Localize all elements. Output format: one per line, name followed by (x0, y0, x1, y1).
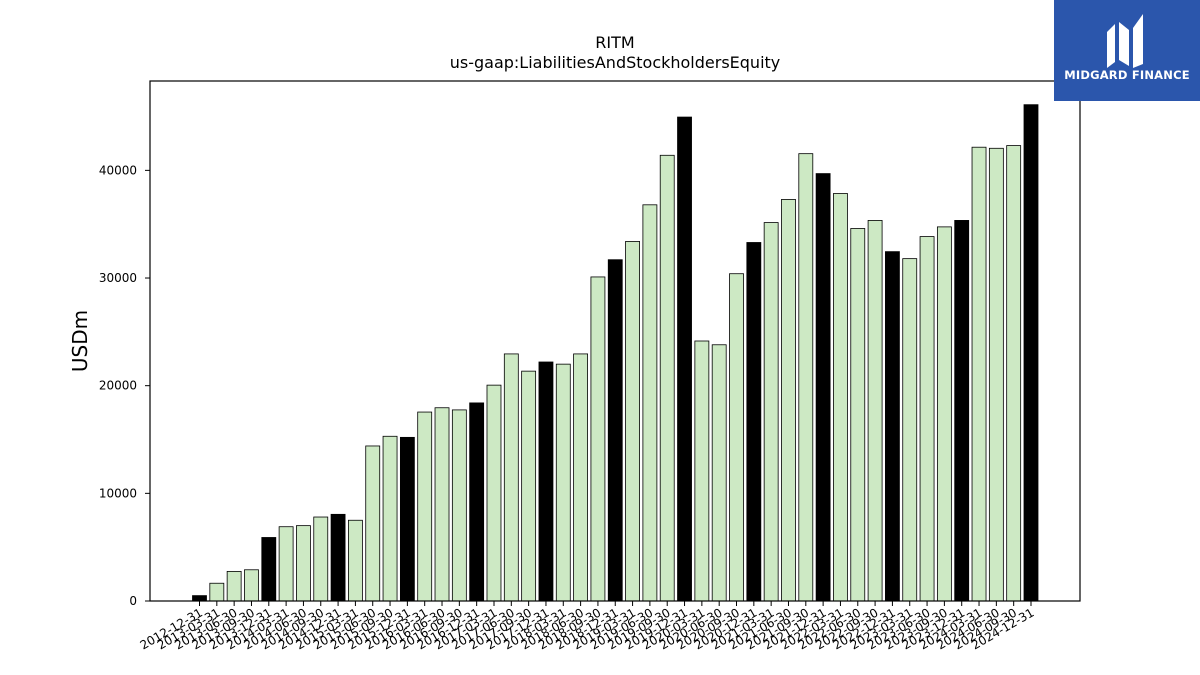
bar-2013-09-30 (244, 569, 259, 602)
bar-2014-06-30 (296, 525, 311, 602)
bar-2024-09-30 (1006, 145, 1022, 602)
bar-2015-09-30 (382, 435, 398, 602)
bar-2012-12-31 (192, 595, 207, 602)
x-axis-ticks: 2012-12-312013-03-312013-06-302013-09-30… (138, 601, 1037, 652)
bar-2023-09-30 (936, 226, 952, 602)
bars-group (192, 104, 1039, 602)
bar-2017-09-30 (521, 370, 537, 602)
y-tick-label: 10000 (99, 486, 137, 500)
bar-2017-12-31 (538, 361, 554, 602)
bar-2023-06-30 (919, 236, 935, 602)
bar-2019-09-30 (659, 154, 675, 602)
y-tick-label: 40000 (99, 163, 137, 177)
y-axis-ticks: 0 10000 20000 30000 40000 (99, 163, 150, 608)
bar-2024-06-30 (988, 147, 1004, 602)
bar-2024-03-31 (971, 146, 987, 602)
plot-frame (149, 80, 1081, 602)
bar-2015-12-31 (399, 436, 415, 602)
bar-2020-12-31 (746, 242, 762, 602)
bar-2014-03-31 (278, 526, 294, 602)
bar-2017-06-30 (503, 353, 519, 602)
bar-2020-03-31 (694, 340, 710, 602)
chart-subtitle: us-gaap:LiabilitiesAndStockholdersEquity (450, 53, 781, 72)
bar-2016-09-30 (451, 409, 467, 602)
midgard-logo-icon (1107, 14, 1143, 68)
bar-2016-03-31 (417, 411, 433, 602)
bar-2021-03-31 (763, 222, 779, 602)
bar-2017-03-31 (486, 384, 502, 602)
bar-2019-03-31 (625, 241, 640, 602)
brand-name: MIDGARD FINANCE (1064, 68, 1190, 82)
bar-2022-09-30 (867, 220, 883, 602)
bar-2018-12-31 (607, 259, 623, 602)
bar-2019-12-31 (677, 116, 692, 602)
bar-2022-06-30 (850, 228, 866, 602)
brand-logo: MIDGARD FINANCE (1054, 0, 1200, 101)
bar-2018-03-31 (555, 363, 571, 602)
bar-2015-06-30 (365, 445, 381, 602)
bar-2021-12-31 (815, 173, 831, 602)
y-tick-label: 30000 (99, 271, 137, 285)
bar-2023-12-31 (954, 220, 970, 602)
bar-2022-12-31 (885, 251, 900, 602)
bar-2013-03-31 (209, 582, 225, 602)
bar-2018-09-30 (590, 276, 606, 602)
y-axis-label: USDm (68, 310, 92, 372)
bar-2020-06-30 (711, 344, 727, 602)
bar-2024-12-31 (1023, 104, 1039, 602)
bar-2021-06-30 (781, 199, 796, 602)
bar-2020-09-30 (729, 273, 744, 602)
bar-2016-12-31 (469, 402, 485, 602)
bar-2018-06-30 (573, 353, 589, 602)
bar-2014-12-31 (330, 513, 346, 602)
y-tick-label: 20000 (99, 379, 137, 393)
bar-2014-09-30 (313, 516, 329, 602)
bar-2023-03-31 (902, 258, 918, 602)
y-tick-label: 0 (129, 594, 137, 608)
chart-title: RITM (595, 33, 634, 52)
bar-2022-03-31 (833, 193, 848, 602)
bar-2015-03-31 (348, 519, 363, 602)
bar-2021-09-30 (798, 153, 814, 602)
bar-2016-06-30 (434, 407, 450, 602)
bar-2019-06-30 (642, 204, 658, 602)
bar-2013-06-30 (226, 570, 242, 602)
bar-2013-12-31 (261, 537, 277, 602)
